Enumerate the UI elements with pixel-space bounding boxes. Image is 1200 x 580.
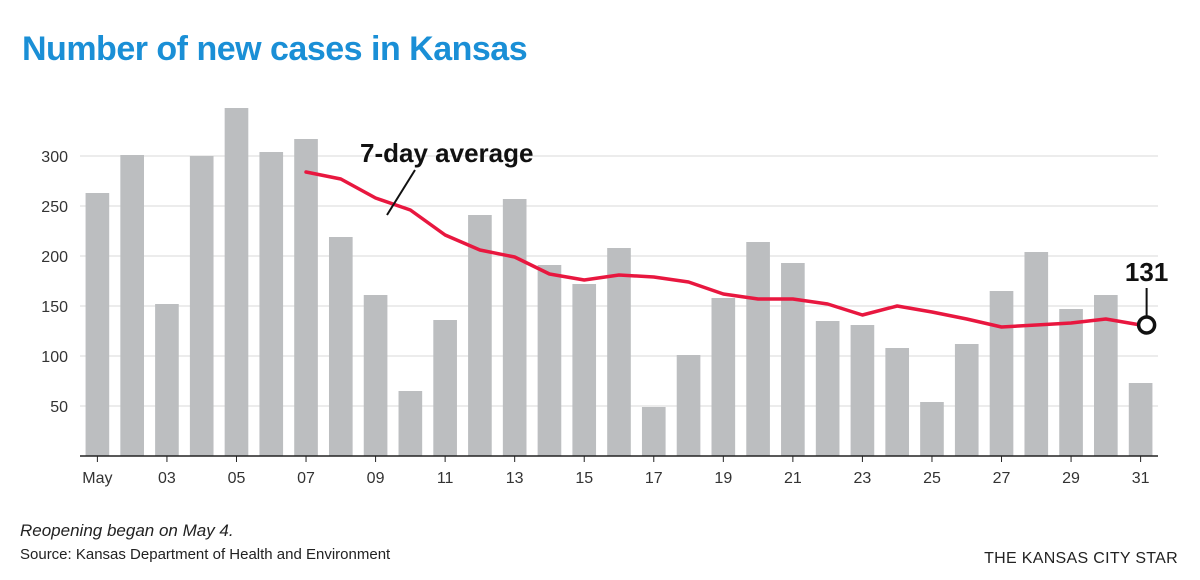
x-tick-label: 05 [228,470,246,487]
source-note: Source: Kansas Department of Health and … [20,546,391,563]
bar [1128,383,1153,456]
bar [920,402,944,456]
x-tick-label: 19 [714,470,732,487]
x-tick-label: 07 [297,470,315,487]
bar [1059,309,1083,456]
bar [502,199,527,456]
average-line-group [304,170,1143,329]
bar [328,237,353,456]
x-tick-label: May [82,470,112,487]
bar [120,155,144,456]
bar [607,248,631,456]
x-axis-ticks: May 03 05 07 09 11 13 15 17 19 21 23 25 27 29 31 [82,456,1150,487]
bar [294,139,318,456]
x-tick-label: 23 [854,470,872,487]
bar [641,407,666,456]
y-tick-label: 300 [41,149,68,166]
x-tick-label: 11 [437,470,454,487]
bar [468,215,492,456]
publisher-credit: THE KANSAS CITY STAR [984,550,1178,567]
x-tick-label: 25 [923,470,941,487]
bar [1094,295,1118,456]
bar [989,291,1014,456]
bar [433,320,457,456]
y-tick-label: 250 [41,199,68,216]
x-tick-label: 29 [1062,470,1080,487]
bar [815,321,840,456]
bar [781,263,805,456]
bars [85,108,1153,456]
end-value-label: 131 [1125,257,1168,287]
reopening-note: Reopening began on May 4. [20,521,234,540]
bar [537,265,562,456]
bar [711,298,736,456]
bar [189,156,214,456]
bar [224,108,249,456]
bar [885,348,910,456]
x-tick-label: 31 [1132,470,1150,487]
annotations: 7-day average 131 [360,138,1168,335]
line-label-leader [386,169,416,216]
y-tick-label: 150 [41,299,68,316]
bar [676,355,701,456]
x-tick-label: 13 [506,470,524,487]
bar [155,304,179,456]
cases-chart: 50 100 150 200 250 300 May 03 05 07 09 11 13 15 17 19 2… [41,108,1168,487]
x-tick-label: 09 [367,470,385,487]
bar [1024,252,1049,456]
bar [572,284,597,456]
x-tick-label: 21 [784,470,802,487]
bar [398,391,423,456]
bar [850,325,875,456]
y-tick-label: 200 [41,249,68,266]
average-line [304,170,1143,329]
bar [363,295,388,456]
bar [746,242,770,456]
y-axis-ticks: 50 100 150 200 250 300 [41,149,68,416]
end-point-marker [1136,315,1157,335]
x-tick-label: 15 [575,470,593,487]
y-tick-label: 50 [50,399,68,416]
line-label: 7-day average [360,138,533,168]
bar [954,344,979,456]
y-tick-label: 100 [41,349,68,366]
bar [259,152,284,456]
x-tick-label: 03 [158,470,176,487]
x-tick-label: 27 [993,470,1011,487]
x-tick-label: 17 [645,470,663,487]
chart-title: Number of new cases in Kansas [22,30,528,68]
bar [85,193,110,456]
